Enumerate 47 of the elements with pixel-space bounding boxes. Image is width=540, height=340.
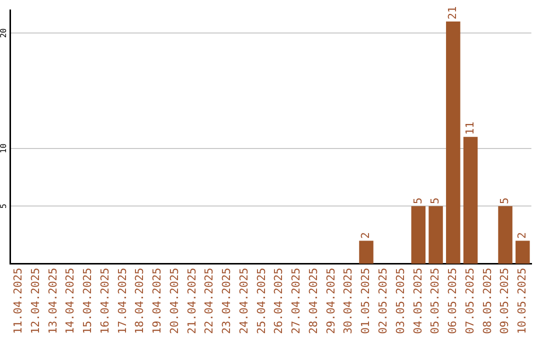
y-tick-label: 10 — [0, 143, 8, 154]
x-tick-label: 29.04.2025 — [324, 268, 338, 334]
x-tick-label: 07.05.2025 — [463, 268, 476, 334]
x-tick-label: 06.05.2025 — [446, 268, 460, 334]
bar — [463, 136, 478, 264]
x-tick-label: 05.05.2025 — [428, 268, 442, 334]
data-label: 11 — [463, 122, 476, 135]
bar — [498, 206, 512, 264]
x-tick-label: 24.04.2025 — [237, 268, 250, 334]
x-tick-label: 22.04.2025 — [202, 268, 216, 334]
x-tick-label: 03.05.2025 — [394, 268, 407, 334]
data-label: 5 — [428, 197, 442, 204]
x-tick-label: 11.04.2025 — [12, 268, 25, 334]
x-tick-label: 19.04.2025 — [150, 268, 164, 334]
data-label: 5 — [498, 197, 512, 204]
x-tick-label: 28.04.2025 — [306, 268, 320, 334]
bar — [359, 240, 374, 264]
x-tick-label: 26.04.2025 — [272, 268, 286, 334]
x-tick-label: 09.05.2025 — [498, 268, 512, 334]
data-label: 5 — [411, 197, 424, 204]
x-tick-label: 15.04.2025 — [81, 268, 94, 334]
x-tick-label: 13.04.2025 — [46, 268, 60, 334]
x-tick-label: 10.05.2025 — [516, 268, 529, 334]
x-tick-label: 23.04.2025 — [220, 268, 234, 334]
x-tick-label: 21.04.2025 — [185, 268, 198, 334]
x-tick-label: 25.04.2025 — [254, 268, 268, 334]
x-tick-label: 16.04.2025 — [98, 268, 112, 334]
y-tick-label: 5 — [0, 204, 8, 209]
x-tick-label: 08.05.2025 — [480, 268, 494, 334]
x-tick-label: 20.04.2025 — [168, 268, 181, 334]
bar — [446, 22, 460, 264]
x-tick-label: 12.04.2025 — [28, 268, 42, 334]
bar — [411, 206, 426, 264]
data-label: 21 — [446, 6, 460, 20]
x-tick-label: 17.04.2025 — [116, 268, 129, 334]
y-tick-label: 20 — [0, 28, 8, 38]
bar — [516, 240, 530, 264]
bar — [428, 206, 443, 264]
data-label: 2 — [359, 232, 372, 239]
x-tick-label: 27.04.2025 — [290, 268, 303, 334]
x-tick-label: 04.05.2025 — [411, 268, 424, 334]
x-tick-label: 18.04.2025 — [133, 268, 146, 334]
x-tick-label: 14.04.2025 — [64, 268, 77, 334]
x-tick-label: 02.05.2025 — [376, 268, 390, 334]
x-tick-label: 01.05.2025 — [359, 268, 372, 334]
data-label: 2 — [516, 232, 529, 239]
x-tick-label: 30.04.2025 — [342, 268, 355, 334]
